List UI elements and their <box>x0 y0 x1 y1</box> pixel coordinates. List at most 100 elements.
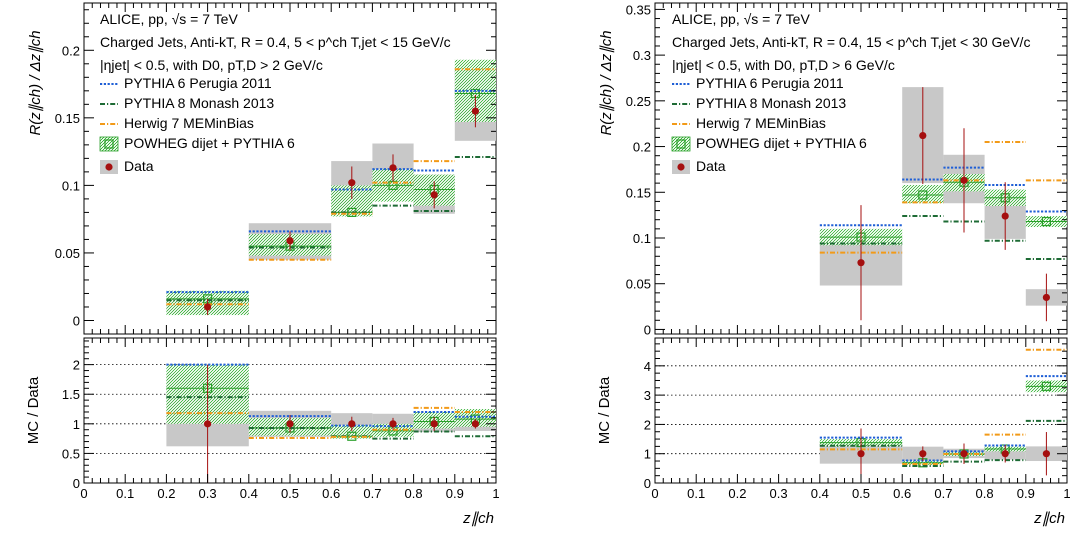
data-point <box>1042 293 1050 302</box>
y-tick-label: 0.1 <box>633 231 651 246</box>
y-tick-label: 1 <box>644 447 651 462</box>
x-axis-title: z∥ch <box>462 510 494 527</box>
x-tick-label: 1 <box>492 486 499 501</box>
x-tick-label: 0.7 <box>934 486 952 501</box>
legend-swatch-point <box>105 163 113 171</box>
x-tick-label: 0.5 <box>281 486 299 501</box>
x-tick-label: 0.2 <box>728 486 746 501</box>
legend-label: PYTHIA 6 Perugia 2011 <box>124 75 272 91</box>
y-tick-label: 2 <box>73 358 80 373</box>
ratio-data-point <box>960 450 968 458</box>
y-tick-label: 0 <box>73 313 80 328</box>
powheg-band <box>902 184 944 204</box>
x-tick-label: 0.4 <box>240 486 258 501</box>
legend-label: POWHEG dijet + PYTHIA 6 <box>124 135 295 151</box>
header-text-line: ALICE, pp, √s = 7 TeV <box>100 11 238 27</box>
ratio-data-point <box>1001 450 1009 458</box>
y-tick-label: 0 <box>644 322 651 337</box>
ratio-data-point <box>1042 450 1050 458</box>
legend-swatch-band <box>671 136 691 152</box>
x-tick-label: 0.1 <box>116 486 134 501</box>
header-text-line: Charged Jets, Anti-kT, R = 0.4, 5 < p^ch… <box>100 34 451 50</box>
y-axis-title-top: R(z∥ch) / Δz∥ch <box>27 30 44 135</box>
data-point <box>204 303 212 311</box>
data-point <box>286 237 294 245</box>
ratio-powheg-marker <box>1041 381 1052 391</box>
x-tick-label: 0 <box>80 486 87 501</box>
legend-label: PYTHIA 6 Perugia 2011 <box>696 75 844 91</box>
y-tick-label: 0.25 <box>626 94 651 109</box>
y-tick-label: 0.15 <box>55 111 80 126</box>
y-tick-label: 0.05 <box>55 246 80 261</box>
y-axis-title-top: R(z∥ch) / Δz∥ch <box>598 30 615 135</box>
data-point <box>919 131 927 140</box>
legend-label: Herwig 7 MEMinBias <box>124 115 254 131</box>
legend-label: PYTHIA 8 Monash 2013 <box>696 95 846 111</box>
data-point <box>471 107 479 115</box>
x-tick-label: 0.5 <box>852 486 870 501</box>
y-tick-label: 0.3 <box>633 48 651 63</box>
x-tick-label: 0.6 <box>893 486 911 501</box>
legend-label: Data <box>124 158 154 174</box>
y-axis-title-bottom: MC / Data <box>25 376 42 444</box>
ratio-data-point <box>430 420 438 428</box>
legend-swatch-point <box>677 163 685 171</box>
y-tick-label: 0.1 <box>62 178 80 193</box>
y-tick-label: 0 <box>644 476 651 491</box>
powheg-marker <box>1041 216 1052 227</box>
y-axis-title-bottom: MC / Data <box>596 376 613 444</box>
x-tick-label: 0.8 <box>405 486 423 501</box>
ratio-panel-frame <box>83 337 497 484</box>
y-tick-label: 2 <box>644 417 651 432</box>
ratio-data-point <box>348 420 356 428</box>
y-tick-label: 0.05 <box>626 277 651 292</box>
legend-swatch-marker <box>104 139 114 149</box>
x-tick-label: 0 <box>651 486 658 501</box>
legend-swatch-marker <box>676 139 686 149</box>
y-tick-label: 0.5 <box>62 446 80 461</box>
ratio-data-point <box>857 450 865 458</box>
legend-swatch-band <box>99 136 119 152</box>
data-point <box>389 164 397 172</box>
ratio-data-point <box>919 450 927 458</box>
ratio-data-point <box>286 420 294 428</box>
ratio-powheg-band <box>454 409 496 427</box>
legend-label: Data <box>696 158 726 174</box>
y-tick-label: 1 <box>73 417 80 432</box>
ratio-data-point <box>471 420 479 428</box>
header-text-line: Charged Jets, Anti-kT, R = 0.4, 15 < p^c… <box>672 34 1030 50</box>
header-text-line: ALICE, pp, √s = 7 TeV <box>672 11 810 27</box>
header-text-line: |ηjet| < 0.5, with D0, pT,D > 2 GeV/c <box>100 57 323 73</box>
x-tick-label: 0.7 <box>363 486 381 501</box>
x-tick-label: 0.3 <box>199 486 217 501</box>
x-tick-label: 0.8 <box>976 486 994 501</box>
chart-panel-right: 0 0.1 0.2 0.3 0.4 0.5 0.6 0.7 0.8 0.9 1 0 0.05 0.1 0.1… <box>596 2 1071 527</box>
header-text-line: |ηjet| < 0.5, with D0, pT,D > 6 GeV/c <box>672 57 895 73</box>
chart-panel-left: 0 0.1 0.2 0.3 0.4 0.5 0.6 0.7 0.8 0.9 1 0 0.05 0.1 0.1… <box>25 2 500 527</box>
x-tick-label: 0.4 <box>811 486 829 501</box>
x-tick-label: 0.3 <box>770 486 788 501</box>
data-point <box>1001 212 1009 220</box>
ratio-data-point <box>204 420 212 428</box>
powheg-marker <box>388 180 398 190</box>
data-point <box>430 191 438 199</box>
x-tick-label: 0.2 <box>157 486 175 501</box>
legend-label: POWHEG dijet + PYTHIA 6 <box>696 135 867 151</box>
x-tick-label: 0.9 <box>1017 486 1035 501</box>
y-tick-label: 0 <box>73 476 80 491</box>
x-tick-label: 0.6 <box>322 486 340 501</box>
y-tick-label: 0.35 <box>626 2 651 17</box>
legend-label: PYTHIA 8 Monash 2013 <box>124 95 274 111</box>
powheg-marker <box>918 190 928 200</box>
legend-label: Herwig 7 MEMinBias <box>696 115 826 131</box>
x-tick-label: 0.9 <box>446 486 464 501</box>
x-axis-title: z∥ch <box>1033 510 1065 527</box>
x-tick-label: 1 <box>1063 486 1070 501</box>
y-tick-label: 0.2 <box>62 43 80 58</box>
data-point <box>960 176 968 184</box>
y-tick-label: 1.5 <box>62 387 80 402</box>
y-tick-label: 3 <box>644 388 651 403</box>
x-tick-label: 0.1 <box>687 486 705 501</box>
